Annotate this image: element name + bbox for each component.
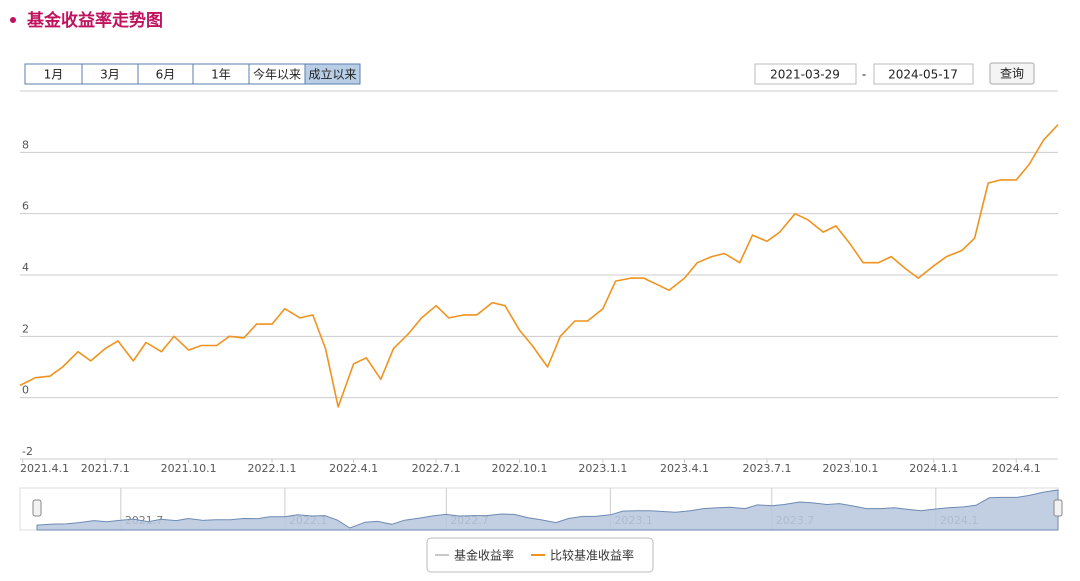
range-button-label: 6月 bbox=[156, 68, 176, 82]
range-buttons: 1月 3月 6月 1年 今年以来 成立以来 bbox=[24, 63, 361, 85]
range-button[interactable] bbox=[304, 63, 361, 85]
x-tick-label: 2021.10.1 bbox=[161, 462, 217, 475]
page-title: 基金收益率走势图 bbox=[26, 10, 163, 31]
range-button-label: 1年 bbox=[211, 68, 231, 82]
x-tick-label: 2022.7.1 bbox=[412, 462, 461, 475]
series-line bbox=[19, 124, 1059, 408]
end-date: 2024-05-17 bbox=[888, 68, 958, 82]
y-tick-label: 2 bbox=[22, 322, 29, 335]
y-tick-label: 8 bbox=[22, 138, 29, 151]
y-tick-label: 0 bbox=[22, 384, 29, 397]
x-tick-label: 2023.4.1 bbox=[660, 462, 709, 475]
start-date: 2021-03-29 bbox=[770, 68, 840, 82]
range-button-label: 成立以来 bbox=[308, 67, 356, 82]
query-button[interactable] bbox=[989, 62, 1035, 85]
x-tick-label: 2023.7.1 bbox=[743, 462, 792, 475]
x-tick-label: 2022.4.1 bbox=[329, 462, 378, 475]
range-button-label: 3月 bbox=[100, 68, 120, 82]
navigator-handle[interactable] bbox=[1053, 499, 1063, 517]
y-tick-label: -2 bbox=[22, 445, 33, 458]
navigator-area bbox=[36, 489, 1059, 531]
x-tick-label: 2022.10.1 bbox=[492, 462, 548, 475]
start-date-input[interactable] bbox=[754, 63, 857, 85]
plot: -2 0 2 4 6 8 2021.4.1 2021.7.1 2021.10.1 2022.1.1… bbox=[19, 124, 1059, 475]
end-date-input[interactable] bbox=[873, 63, 974, 85]
y-tick-label: 6 bbox=[22, 200, 29, 213]
x-tick-label: 2024.1.1 bbox=[909, 462, 958, 475]
legend-label[interactable]: 比较基准收益率 bbox=[550, 548, 634, 563]
y-tick-label: 4 bbox=[22, 261, 29, 274]
x-tick-label: 2024.4.1 bbox=[992, 462, 1041, 475]
x-tick-label: 2022.1.1 bbox=[248, 462, 297, 475]
range-button-label: 1月 bbox=[44, 68, 64, 82]
x-tick-label: 2023.1.1 bbox=[578, 462, 627, 475]
navigator-handle[interactable] bbox=[32, 499, 42, 517]
legend: 基金收益率 比较基准收益率 bbox=[435, 548, 634, 563]
x-tick-label: 2021.4.1 bbox=[20, 462, 69, 475]
x-tick-label: 2021.7.1 bbox=[81, 462, 130, 475]
x-tick-label: 2023.10.1 bbox=[822, 462, 878, 475]
date-separator: - bbox=[862, 68, 866, 82]
legend-label[interactable]: 基金收益率 bbox=[454, 548, 514, 563]
bullet bbox=[10, 17, 16, 23]
query-label: 查询 bbox=[1000, 67, 1024, 81]
range-button-label: 今年以来 bbox=[253, 67, 301, 82]
